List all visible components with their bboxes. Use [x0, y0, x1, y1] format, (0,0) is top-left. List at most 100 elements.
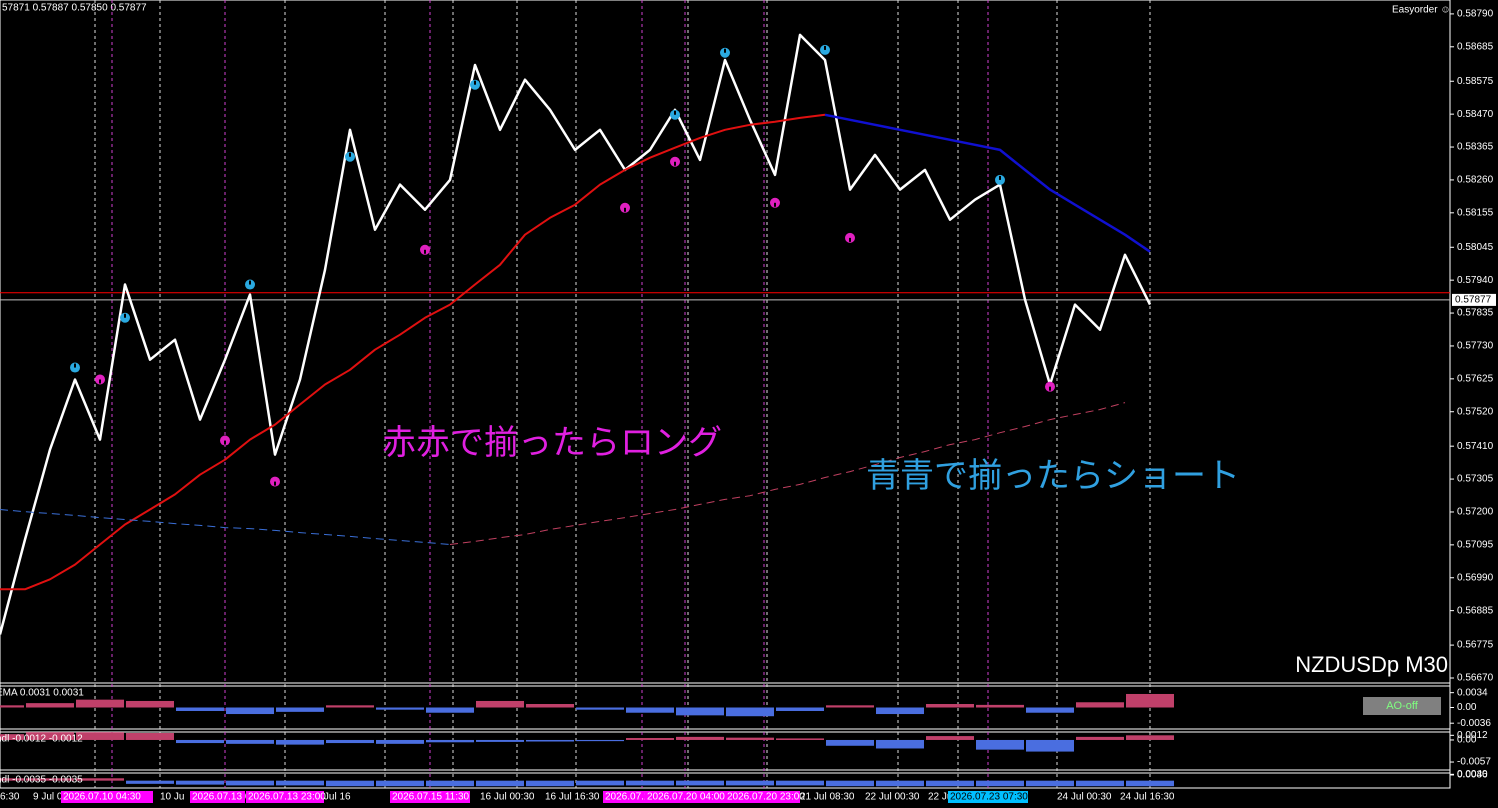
- y-tick-label: 0.00: [1457, 735, 1477, 746]
- y-tick-label: 0.57095: [1457, 539, 1494, 550]
- histogram-bar: [876, 739, 924, 749]
- event-label: 2026.07.1: [605, 792, 650, 803]
- histogram-bar: [1026, 739, 1074, 752]
- current-price-label: 0.57877: [1455, 295, 1492, 306]
- event-label: 2026.07.20 23:00: [727, 792, 805, 803]
- histogram-bar: [176, 780, 224, 785]
- histogram-bar: [726, 707, 774, 717]
- histogram-bar: [276, 739, 324, 745]
- histogram-bar: [176, 739, 224, 744]
- histogram-bar: [826, 739, 874, 746]
- price-line: [449, 402, 1126, 545]
- histogram-bar: [576, 707, 624, 710]
- histogram-bar: [76, 699, 124, 708]
- event-label-bg: [948, 791, 1028, 803]
- y-tick-label: 0.58575: [1457, 76, 1494, 87]
- ohlc-header: 57871 0.57887 0.57850 0.57877: [2, 3, 147, 14]
- event-label: 2026.07.10 04:30: [63, 792, 141, 803]
- y-tick-label: 0.57835: [1457, 308, 1494, 319]
- y-tick-label: 0.0034: [1457, 687, 1488, 698]
- y-tick-label: -0.0036: [1457, 718, 1491, 729]
- histogram-bar: [326, 739, 374, 744]
- histogram-bar: [676, 707, 724, 716]
- annotation: 青青で揃ったらショート: [866, 457, 1240, 495]
- y-tick-label: 0.57410: [1457, 441, 1494, 452]
- histogram-bar: [576, 780, 624, 786]
- event-label-bg: [61, 791, 153, 803]
- histogram-bar: [426, 780, 474, 787]
- histogram-bar: [876, 780, 924, 787]
- histogram-bar: [1126, 780, 1174, 787]
- histogram-bar: [1026, 707, 1074, 713]
- y-tick-label: 0.57730: [1457, 341, 1494, 352]
- easyorder-label[interactable]: Easyorder ☺: [1392, 5, 1451, 16]
- event-label-bg: [603, 791, 645, 803]
- histogram-bar: [126, 700, 174, 708]
- event-label-bg: [725, 791, 800, 803]
- y-tick-label: 0.58470: [1457, 109, 1494, 120]
- histogram-bar: [26, 703, 74, 708]
- histogram-bar: [676, 736, 724, 740]
- price-line: [0, 113, 826, 591]
- price-line: [824, 113, 1151, 253]
- ao-button-label[interactable]: AO-off: [1386, 700, 1419, 712]
- histogram-bar: [1076, 736, 1124, 740]
- event-label: 2026.07.15 11:30: [392, 792, 470, 803]
- time-label: 9 Jul 08:3: [33, 792, 77, 803]
- histogram-bar: [926, 780, 974, 787]
- y-tick-label: 0.0040: [1457, 769, 1488, 780]
- histogram-bar: [976, 739, 1024, 750]
- histogram-bar: [626, 707, 674, 713]
- histogram-bar: [226, 780, 274, 786]
- event-label-bg: [645, 791, 725, 803]
- time-label: 22 Ju: [928, 792, 952, 803]
- histogram-bar: [626, 738, 674, 740]
- histogram-bar: [526, 780, 574, 787]
- histogram-bar: [376, 707, 424, 710]
- current-price-box: [1452, 293, 1496, 306]
- histogram-bar: [826, 705, 874, 708]
- histogram-bar: [1076, 702, 1124, 708]
- histogram-bar: [426, 707, 474, 713]
- event-label-bg: [390, 791, 470, 803]
- y-tick-label: 0.58155: [1457, 207, 1494, 218]
- annotation: 赤赤で揃ったらロング: [382, 424, 722, 462]
- event-label: 2026.07.13 23:00: [248, 792, 326, 803]
- histogram-bar: [176, 707, 224, 711]
- histogram-bar: [76, 732, 124, 740]
- event-label-bg: [190, 791, 245, 803]
- histogram-bar: [426, 739, 474, 743]
- histogram-bar: [326, 705, 374, 708]
- histogram-bar: [0, 705, 24, 708]
- histogram-bar: [226, 707, 274, 715]
- time-label: 16 Jul 16:30: [545, 792, 600, 803]
- histogram-bar: [226, 739, 274, 744]
- histogram-bar: [926, 704, 974, 708]
- histogram-bar: [676, 780, 724, 786]
- histogram-bar: [626, 780, 674, 786]
- price-line: [0, 509, 451, 545]
- time-label: 24 Jul 00:30: [1057, 792, 1112, 803]
- histogram-bar: [926, 736, 974, 740]
- histogram-bar: [0, 734, 24, 740]
- time-label: 14 Jul 16: [310, 792, 351, 803]
- y-tick-label: 0.00: [1457, 702, 1477, 713]
- y-tick-label: 0.58790: [1457, 9, 1494, 20]
- y-tick-label: 0.0012: [1457, 730, 1488, 741]
- time-label: 16 Jul 00:30: [480, 792, 535, 803]
- histogram-bar: [526, 739, 574, 742]
- histogram-bar: [1026, 780, 1074, 787]
- time-label: 10 Ju: [160, 792, 184, 803]
- y-tick-label: 0.57305: [1457, 474, 1494, 485]
- ao-button[interactable]: [1363, 697, 1441, 715]
- price-line: [0, 33, 1152, 635]
- histogram-bar: [576, 739, 624, 742]
- histogram-bar: [1126, 693, 1174, 708]
- histogram-bar: [776, 738, 824, 740]
- time-label: 6:30: [0, 792, 20, 803]
- symbol-label: NZDUSDp M30: [1295, 652, 1448, 677]
- pane-label: EMA 0.0031 0.0031: [0, 688, 84, 699]
- y-tick-label: 0.56990: [1457, 572, 1494, 583]
